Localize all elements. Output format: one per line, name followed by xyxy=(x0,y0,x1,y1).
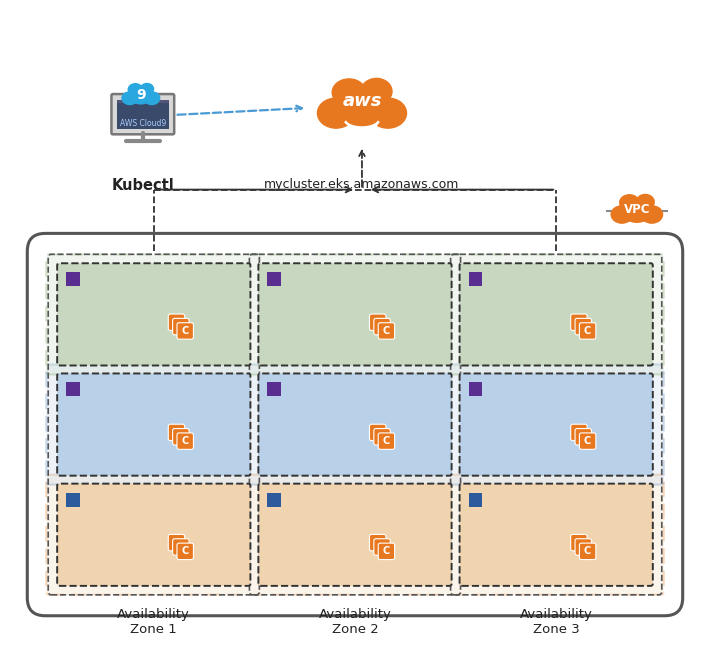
FancyBboxPatch shape xyxy=(570,314,587,330)
Text: VPC: VPC xyxy=(623,203,650,216)
FancyBboxPatch shape xyxy=(258,373,452,476)
FancyBboxPatch shape xyxy=(57,484,251,586)
FancyBboxPatch shape xyxy=(575,539,592,555)
Ellipse shape xyxy=(369,98,407,128)
FancyBboxPatch shape xyxy=(374,428,390,445)
Ellipse shape xyxy=(620,195,639,210)
Text: C: C xyxy=(181,546,189,556)
FancyBboxPatch shape xyxy=(173,539,189,555)
Ellipse shape xyxy=(333,79,366,106)
FancyBboxPatch shape xyxy=(570,534,587,551)
FancyBboxPatch shape xyxy=(258,263,452,365)
Ellipse shape xyxy=(611,206,633,223)
Ellipse shape xyxy=(128,84,143,95)
Bar xyxy=(268,493,281,507)
Text: C: C xyxy=(181,436,189,446)
Ellipse shape xyxy=(641,206,662,223)
FancyBboxPatch shape xyxy=(117,100,169,103)
Bar xyxy=(469,382,482,397)
FancyBboxPatch shape xyxy=(378,543,395,559)
FancyBboxPatch shape xyxy=(168,314,185,330)
FancyBboxPatch shape xyxy=(580,433,596,449)
Bar xyxy=(66,382,80,397)
Text: aws: aws xyxy=(342,92,382,110)
FancyBboxPatch shape xyxy=(374,319,390,335)
FancyBboxPatch shape xyxy=(575,319,592,335)
FancyBboxPatch shape xyxy=(575,428,592,445)
Ellipse shape xyxy=(130,88,152,104)
Bar xyxy=(268,382,281,397)
Text: C: C xyxy=(584,546,591,556)
Ellipse shape xyxy=(318,98,354,128)
FancyBboxPatch shape xyxy=(46,365,664,485)
Bar xyxy=(469,493,482,507)
Text: AWS Cloud9: AWS Cloud9 xyxy=(120,119,166,129)
Text: Kubectl: Kubectl xyxy=(112,178,174,193)
FancyBboxPatch shape xyxy=(580,543,596,559)
Ellipse shape xyxy=(140,84,153,95)
Text: mycluster.eks.amazonaws.com: mycluster.eks.amazonaws.com xyxy=(264,178,460,191)
Ellipse shape xyxy=(361,79,392,104)
FancyBboxPatch shape xyxy=(369,534,386,551)
FancyBboxPatch shape xyxy=(173,428,189,445)
Bar xyxy=(469,272,482,286)
FancyBboxPatch shape xyxy=(460,484,653,586)
Bar xyxy=(66,272,80,286)
FancyBboxPatch shape xyxy=(117,100,169,129)
FancyBboxPatch shape xyxy=(177,543,193,559)
FancyBboxPatch shape xyxy=(57,373,251,476)
FancyBboxPatch shape xyxy=(460,263,653,365)
FancyBboxPatch shape xyxy=(460,373,653,476)
Text: C: C xyxy=(383,326,390,336)
FancyBboxPatch shape xyxy=(378,323,395,339)
Bar xyxy=(66,493,80,507)
FancyBboxPatch shape xyxy=(57,263,251,365)
FancyBboxPatch shape xyxy=(28,234,683,616)
FancyBboxPatch shape xyxy=(177,433,193,449)
Ellipse shape xyxy=(622,201,652,222)
FancyBboxPatch shape xyxy=(46,474,664,595)
FancyBboxPatch shape xyxy=(258,484,452,586)
FancyBboxPatch shape xyxy=(173,319,189,335)
Bar xyxy=(268,272,281,286)
Text: C: C xyxy=(383,436,390,446)
FancyBboxPatch shape xyxy=(369,314,386,330)
FancyBboxPatch shape xyxy=(177,323,193,339)
Text: C: C xyxy=(383,546,390,556)
FancyBboxPatch shape xyxy=(570,424,587,441)
Text: C: C xyxy=(584,326,591,336)
FancyBboxPatch shape xyxy=(369,424,386,441)
FancyBboxPatch shape xyxy=(580,323,596,339)
Text: Availability
Zone 2: Availability Zone 2 xyxy=(318,607,391,636)
FancyBboxPatch shape xyxy=(46,254,664,374)
Text: Availability
Zone 3: Availability Zone 3 xyxy=(520,607,592,636)
Text: Availability
Zone 1: Availability Zone 1 xyxy=(117,607,190,636)
Ellipse shape xyxy=(336,90,388,127)
FancyBboxPatch shape xyxy=(168,534,185,551)
Text: C: C xyxy=(181,326,189,336)
FancyBboxPatch shape xyxy=(374,539,390,555)
FancyBboxPatch shape xyxy=(112,94,174,134)
Text: 9: 9 xyxy=(136,88,145,102)
FancyBboxPatch shape xyxy=(168,424,185,441)
Text: C: C xyxy=(584,436,591,446)
Ellipse shape xyxy=(144,92,160,104)
Ellipse shape xyxy=(636,195,654,210)
Ellipse shape xyxy=(122,92,138,104)
FancyBboxPatch shape xyxy=(378,433,395,449)
